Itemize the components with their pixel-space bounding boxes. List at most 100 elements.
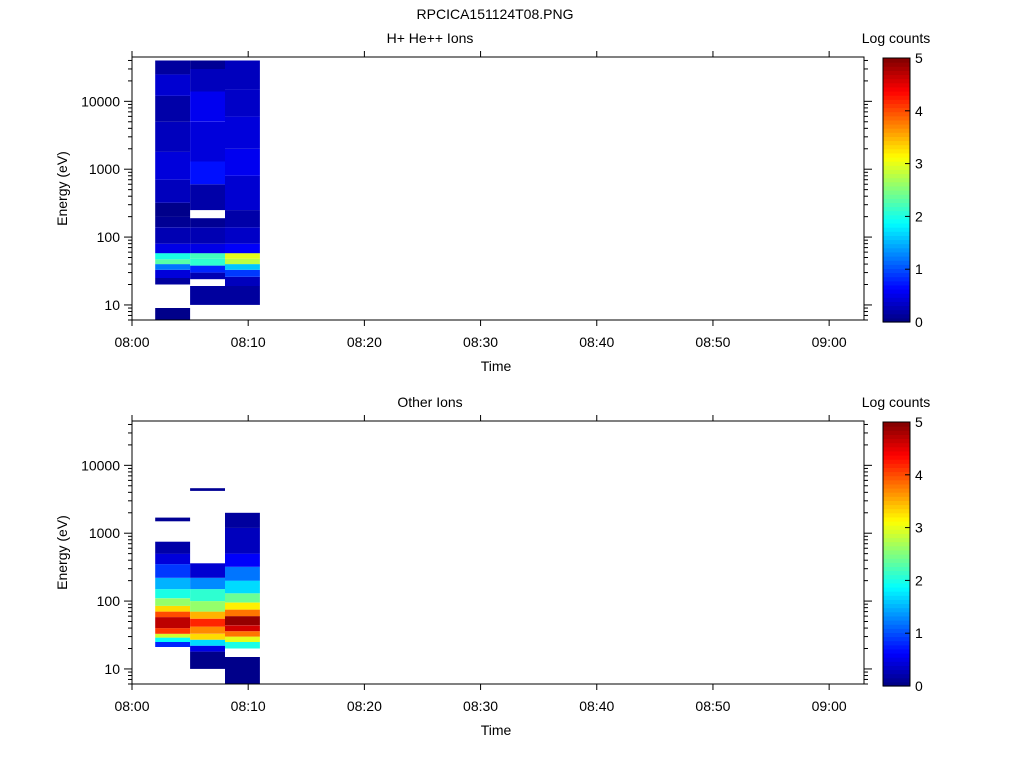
spectrogram-cell xyxy=(155,605,191,612)
spectrogram-cell xyxy=(155,96,191,122)
y-axis-label: Energy (eV) xyxy=(54,515,70,590)
spectrogram-cell xyxy=(225,641,260,649)
spectrogram-cell xyxy=(225,116,260,149)
spectrogram-cell xyxy=(225,566,260,581)
y-tick-label: 10000 xyxy=(81,93,120,109)
colorbar-segment xyxy=(883,317,910,323)
x-tick-label: 08:20 xyxy=(347,334,382,350)
spectrogram-cell xyxy=(155,564,191,578)
colorbar-segment xyxy=(883,264,910,269)
colorbar-segment xyxy=(883,95,910,100)
colorbar-segment xyxy=(883,124,910,129)
colorbar-segment xyxy=(883,157,910,162)
colorbar-segment xyxy=(883,661,910,666)
spectrogram-cell xyxy=(155,553,191,565)
panel-title: H+ He++ Ions xyxy=(387,30,474,46)
colorbar-segment xyxy=(883,628,910,633)
y-tick-label: 1000 xyxy=(89,525,120,541)
colorbar-segment xyxy=(883,91,910,96)
colorbar-segment xyxy=(883,247,910,253)
colorbar-segment xyxy=(883,450,910,456)
colorbar-segment xyxy=(883,280,910,286)
spectrogram-cell xyxy=(155,243,191,254)
colorbar-segment xyxy=(883,140,910,146)
colorbar: 0 1 2 3 4 5 Log counts xyxy=(862,30,931,330)
x-tick-label: 08:40 xyxy=(579,698,614,714)
x-tick-label: 08:50 xyxy=(695,334,730,350)
colorbar-tick-label: 3 xyxy=(915,520,923,536)
colorbar-segment xyxy=(883,438,910,444)
colorbar-segment xyxy=(883,268,910,274)
y-tick-label: 10000 xyxy=(81,457,120,473)
colorbar-segment xyxy=(883,132,910,137)
colorbar-segment xyxy=(883,574,910,580)
spectrogram-cell xyxy=(155,641,191,647)
spectrogram-cell xyxy=(155,517,191,522)
colorbar-segment xyxy=(883,537,910,543)
colorbar-tick-label: 5 xyxy=(915,50,923,66)
spectrogram-cell xyxy=(225,210,260,228)
colorbar-segment xyxy=(883,504,910,510)
colorbar-frame xyxy=(882,421,911,687)
spectrogram-cell xyxy=(190,69,225,92)
spectrogram-cell xyxy=(190,272,225,280)
colorbar-tick-label: 0 xyxy=(915,314,923,330)
colorbar-segment xyxy=(883,467,910,473)
spectrogram-cell xyxy=(155,179,191,203)
colorbar-segment xyxy=(883,558,910,563)
colorbar-segment xyxy=(883,103,910,109)
colorbar-tick-label: 4 xyxy=(915,103,923,119)
colorbar-segment xyxy=(883,210,910,216)
colorbar-segment xyxy=(883,305,910,311)
colorbar-segment xyxy=(883,657,910,662)
colorbar-segment xyxy=(883,78,910,84)
spectrogram-cell xyxy=(225,89,260,117)
spectrogram-cell xyxy=(190,161,225,185)
spectrogram-cell xyxy=(225,243,260,254)
colorbar-segment xyxy=(883,644,910,650)
colorbar-segment xyxy=(883,624,910,629)
colorbar-segment xyxy=(883,442,910,448)
colorbar-segment xyxy=(883,86,910,92)
spectrogram-cell xyxy=(225,602,260,610)
colorbar-tick-label: 4 xyxy=(915,467,923,483)
colorbar-segment xyxy=(883,525,910,530)
colorbar-segment xyxy=(883,562,910,567)
colorbar-segment xyxy=(883,173,910,179)
colorbar-segment xyxy=(883,297,910,302)
x-tick-label: 09:00 xyxy=(812,698,847,714)
colorbar-segment xyxy=(883,161,910,166)
colorbar-segment xyxy=(883,313,910,319)
colorbar-segment xyxy=(883,611,910,617)
colorbar-segment xyxy=(883,607,910,613)
colorbar-segment xyxy=(883,455,910,460)
spectrogram-cell xyxy=(155,617,191,629)
colorbar-segment xyxy=(883,541,910,547)
spectrogram-cell xyxy=(155,60,191,75)
colorbar-segment xyxy=(883,615,910,621)
colorbar-segment xyxy=(883,533,910,539)
spectrogram-cell xyxy=(155,202,191,217)
spectrogram-cell xyxy=(155,637,191,642)
colorbar-tick-label: 0 xyxy=(915,678,923,694)
spectrogram-cell xyxy=(225,253,260,259)
x-tick-label: 08:50 xyxy=(695,698,730,714)
x-axis-label: Time xyxy=(481,358,512,374)
colorbar-segment xyxy=(883,99,910,104)
colorbar-segment xyxy=(883,293,910,298)
colorbar-segment xyxy=(883,488,910,493)
spectrogram-cell xyxy=(225,625,260,632)
colorbar-segment xyxy=(883,582,910,588)
colorbar-segment xyxy=(883,591,910,596)
colorbar-segment xyxy=(883,152,910,158)
spectrogram-cell xyxy=(225,264,260,270)
colorbar-tick-label: 2 xyxy=(915,572,923,588)
colorbar-segment xyxy=(883,632,910,638)
colorbar-segment xyxy=(883,66,910,71)
spectrogram-cell xyxy=(225,512,260,528)
colorbar-segment xyxy=(883,256,910,261)
y-tick-label: 1000 xyxy=(89,161,120,177)
colorbar-segment xyxy=(883,128,910,133)
spectrogram-cell xyxy=(190,633,225,640)
y-tick-label: 10 xyxy=(104,297,120,313)
